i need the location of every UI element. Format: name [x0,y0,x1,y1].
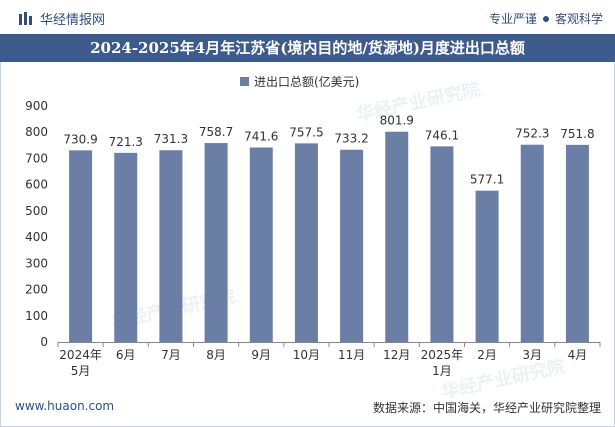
y-tick-label: 700 [25,151,48,165]
y-tick-label: 600 [25,178,48,192]
x-tick-label: 2024年 5月 [59,348,102,378]
x-tick-label: 9月 [251,348,271,362]
bar [69,150,93,342]
chart-title: 2024-2025年4月年江苏省(境内目的地/货源地)月度进出口总额 [0,34,615,62]
data-label: 721.3 [109,135,143,149]
legend-label: 进出口总额(亿美元) [254,75,360,89]
tagline-left: 专业严谨 [488,12,537,26]
data-label: 577.1 [470,173,504,187]
x-tick-label: 3月 [522,348,542,362]
x-tick-label: 8月 [206,348,226,362]
bar [114,152,138,342]
x-tick-label: 11月 [338,348,365,362]
brand-name: 华经情报网 [40,13,106,28]
x-tick-label: 10月 [293,348,320,362]
y-tick-label: 300 [25,256,48,270]
x-tick-label: 4月 [568,348,588,362]
bar [430,146,454,342]
top-bar: 华经情报网 专业严谨 客观科学 [0,0,615,36]
x-tick-label: 6月 [116,348,136,362]
y-tick-label: 400 [25,230,48,244]
footer-source: 数据来源：中国海关，华经产业研究院整理 [372,401,601,415]
data-label: 757.5 [289,125,323,139]
bar [565,144,589,342]
tagline-dot-icon [542,15,549,22]
x-tick-label: 12月 [383,348,410,362]
data-label: 751.8 [560,127,594,141]
bar [294,143,318,342]
y-tick-label: 800 [25,125,48,139]
data-label: 758.7 [199,125,233,139]
x-tick-label: 7月 [161,348,181,362]
y-tick-label: 200 [25,283,48,297]
bar [475,190,499,342]
data-label: 730.9 [63,132,97,146]
footer-url[interactable]: www.huaon.com [15,399,115,413]
bar [159,150,183,342]
legend[interactable]: 进出口总额(亿美元) [240,73,359,90]
y-tick-label: 500 [25,204,48,218]
legend-swatch-icon [240,77,249,86]
bar [520,144,544,342]
bar [340,149,364,342]
x-tick-label: 2月 [477,348,497,362]
brand[interactable]: 华经情报网 [18,9,105,28]
data-label: 746.1 [425,128,459,142]
tagline-right: 客观科学 [554,12,603,26]
y-tick-label: 100 [25,309,48,323]
y-tick-label: 0 [40,335,48,349]
bar [249,147,273,342]
data-label: 731.3 [154,132,188,146]
brand-logo-icon [19,11,32,25]
x-tick-label: 2025年 1月 [421,348,464,378]
data-label: 741.6 [244,130,278,144]
tagline: 专业严谨 客观科学 [489,10,603,27]
data-label: 801.9 [380,114,414,128]
data-label: 733.2 [334,132,368,146]
bar [385,131,409,342]
y-tick-label: 900 [25,99,48,113]
data-label: 752.3 [515,127,549,141]
bar [204,143,228,342]
